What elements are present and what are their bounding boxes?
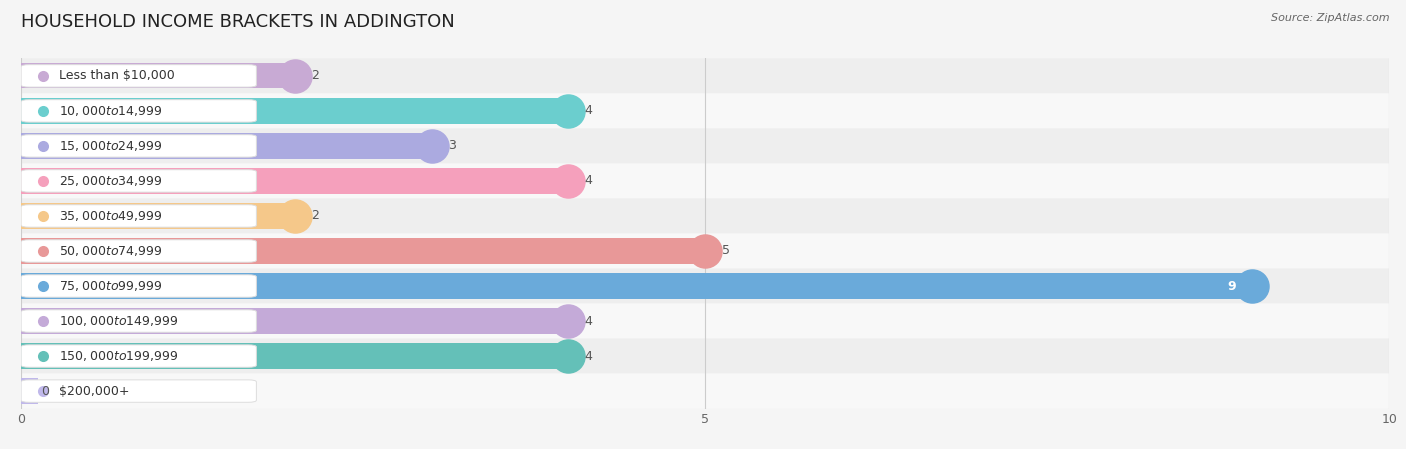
Text: $50,000 to $74,999: $50,000 to $74,999 [59, 244, 163, 258]
Text: $35,000 to $49,999: $35,000 to $49,999 [59, 209, 163, 223]
Text: 0: 0 [42, 385, 49, 397]
FancyBboxPatch shape [21, 269, 1389, 304]
Bar [21, 308, 568, 334]
FancyBboxPatch shape [21, 170, 256, 192]
Text: 4: 4 [585, 315, 592, 327]
FancyBboxPatch shape [21, 128, 1389, 163]
FancyBboxPatch shape [21, 58, 1389, 93]
Text: 2: 2 [311, 70, 319, 82]
FancyBboxPatch shape [21, 240, 256, 262]
FancyBboxPatch shape [21, 310, 256, 332]
Text: $25,000 to $34,999: $25,000 to $34,999 [59, 174, 163, 188]
FancyBboxPatch shape [21, 233, 1389, 269]
FancyBboxPatch shape [21, 65, 256, 87]
FancyBboxPatch shape [21, 275, 256, 297]
Bar [21, 343, 568, 369]
FancyBboxPatch shape [21, 374, 1389, 409]
Text: HOUSEHOLD INCOME BRACKETS IN ADDINGTON: HOUSEHOLD INCOME BRACKETS IN ADDINGTON [21, 13, 454, 31]
Bar [21, 133, 432, 158]
FancyBboxPatch shape [21, 205, 256, 227]
FancyBboxPatch shape [21, 339, 1389, 374]
FancyBboxPatch shape [21, 163, 1389, 198]
Bar [21, 238, 706, 264]
Text: $10,000 to $14,999: $10,000 to $14,999 [59, 104, 163, 118]
FancyBboxPatch shape [21, 198, 1389, 233]
Text: $75,000 to $99,999: $75,000 to $99,999 [59, 279, 163, 293]
Bar [21, 379, 38, 404]
FancyBboxPatch shape [21, 345, 256, 367]
Text: 4: 4 [585, 175, 592, 187]
FancyBboxPatch shape [21, 304, 1389, 339]
Bar [21, 63, 295, 88]
Text: $200,000+: $200,000+ [59, 385, 129, 397]
Text: 5: 5 [721, 245, 730, 257]
Text: 4: 4 [585, 350, 592, 362]
FancyBboxPatch shape [21, 380, 256, 402]
Text: Source: ZipAtlas.com: Source: ZipAtlas.com [1271, 13, 1389, 23]
FancyBboxPatch shape [21, 93, 1389, 128]
Bar [21, 168, 568, 194]
Bar [21, 273, 1253, 299]
Text: 3: 3 [449, 140, 456, 152]
Bar [21, 203, 295, 229]
Text: $100,000 to $149,999: $100,000 to $149,999 [59, 314, 179, 328]
Text: 2: 2 [311, 210, 319, 222]
Text: $150,000 to $199,999: $150,000 to $199,999 [59, 349, 179, 363]
Text: 4: 4 [585, 105, 592, 117]
Text: $15,000 to $24,999: $15,000 to $24,999 [59, 139, 163, 153]
Text: 9: 9 [1227, 280, 1236, 292]
FancyBboxPatch shape [21, 100, 256, 122]
Text: Less than $10,000: Less than $10,000 [59, 70, 176, 82]
Bar [21, 98, 568, 123]
FancyBboxPatch shape [21, 135, 256, 157]
